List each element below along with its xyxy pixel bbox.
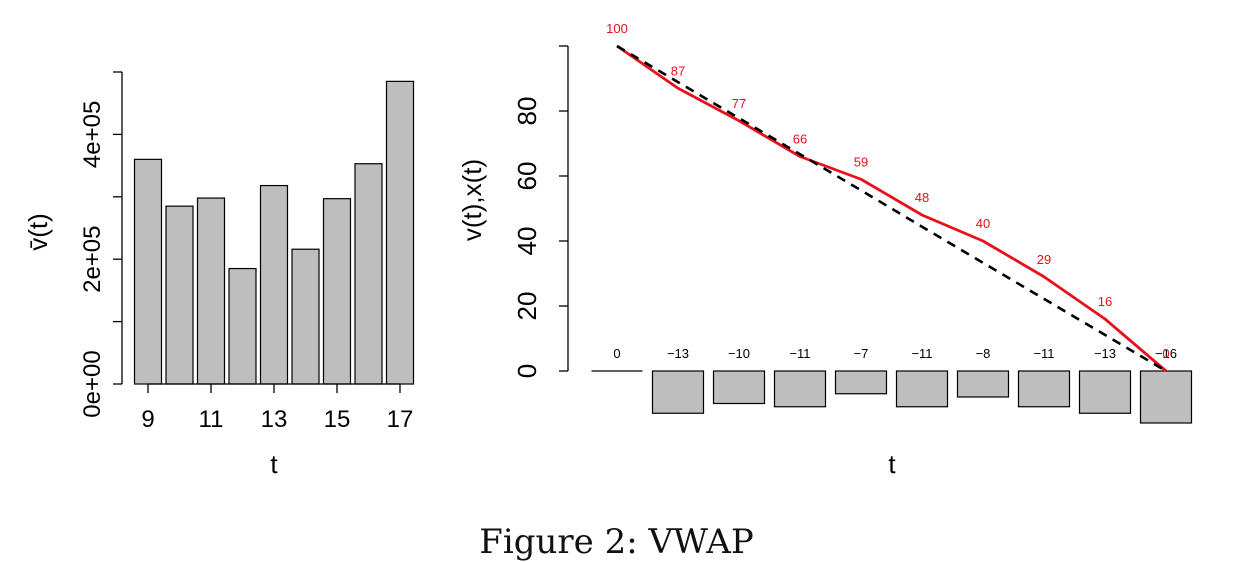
diff-bar-7 [1017,370,1071,408]
point-label: 87 [671,63,685,78]
diff-bar-6 [956,370,1010,398]
point-label: 100 [606,21,628,36]
point-label: 16 [1098,294,1112,309]
diff-bar-1 [651,370,705,414]
diff-bar-label: −13 [667,346,689,361]
diff-bar-label: −11 [911,346,932,361]
bar-17 [385,80,415,385]
y-tick-label: 4e+05 [79,101,106,168]
y-tick-label: 0e+00 [79,350,106,417]
y-axis-label: v(t),x(t) [457,159,487,241]
x-tick-label: 11 [199,406,224,433]
solid-series-line [616,44,1167,373]
diff-bar-label: −16 [1155,346,1177,361]
x-axis-label: t [270,449,278,479]
point-label: 0 [1162,346,1169,361]
left-bar-chart: 0e+00 2e+05 4e+05 9 11 13 15 17 t v̄(t) [23,71,415,479]
figure-caption: Figure 2: VWAP [479,522,754,562]
y-tick-label: 80 [512,97,542,126]
diff-bar-2 [712,370,766,405]
point-label: 77 [732,96,746,111]
bar-14 [291,248,320,385]
diff-bar-label: −11 [1033,346,1054,361]
x-tick-label: 9 [141,406,154,433]
x-tick-label: 17 [387,406,414,433]
diff-bar-5 [895,370,949,408]
point-label: 66 [793,132,807,147]
right-line-chart: 0 −13 −10 −11 −7 −11 −8 −11 −13 −1602040608010087… [457,21,1193,479]
y-axis-label: v̄(t) [23,213,53,251]
y-tick-label: 60 [512,162,542,191]
point-label: 59 [854,154,868,169]
point-label: 29 [1037,252,1051,267]
y-tick-label: 0 [512,364,542,378]
y-tick-label: 20 [512,292,542,321]
x-tick-label: 15 [324,406,351,433]
y-tick-label: 2e+05 [79,225,106,292]
bar-13 [259,184,289,385]
diff-bar-4 [834,370,888,395]
x-axis-label: t [888,449,896,479]
bar-15 [322,198,352,385]
bar-12 [228,267,257,385]
y-tick-label: 40 [512,227,542,256]
bar-11 [196,197,226,385]
figure-canvas: 0e+00 2e+05 4e+05 9 11 13 15 17 t v̄(t) 0 −13 −10 −1… [23,21,1193,479]
bar-10 [165,205,194,385]
bar-16 [354,163,383,385]
bar-9 [133,158,163,385]
point-label: 40 [976,216,990,231]
x-tick-label: 13 [261,406,288,433]
diff-bar-3 [773,370,827,408]
diff-bar-label: −10 [728,346,750,361]
diff-bar-label: −13 [1094,346,1116,361]
dashed-series-line [616,44,1167,373]
diff-bar-label: −8 [976,346,991,361]
diff-bar-label: 0 [613,346,620,361]
point-label: 48 [915,190,929,205]
diff-bar-9 [1139,370,1193,424]
diff-bar-label: −7 [854,346,869,361]
diff-bar-label: −11 [789,346,810,361]
diff-bar-8 [1078,370,1132,414]
